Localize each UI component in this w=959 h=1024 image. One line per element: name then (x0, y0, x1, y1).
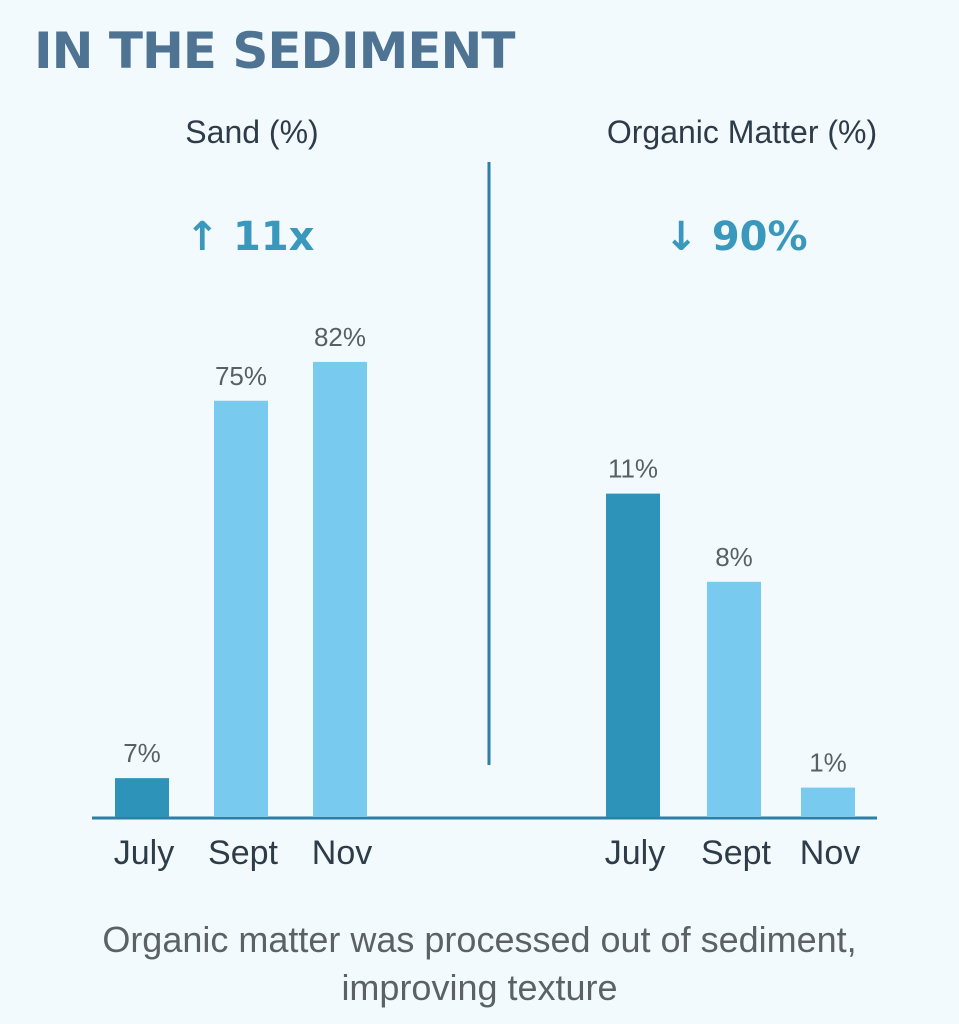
bar-organic-july (606, 493, 660, 817)
bar-sand-sept (214, 400, 268, 817)
category-label-sand-july: July (114, 834, 174, 872)
category-label-sand-sept: Sept (208, 834, 278, 872)
value-label-sand-nov: 82% (314, 322, 366, 352)
value-label-sand-sept: 75% (215, 361, 267, 391)
panel-title-sand: Sand (%) (185, 114, 318, 150)
value-label-organic-sept: 8% (715, 542, 753, 572)
change-badge-sand: ↑ 11x (186, 214, 315, 260)
caption: Organic matter was processed out of sedi… (0, 916, 959, 1012)
category-label-organic-july: July (605, 834, 665, 872)
page-title: IN THE SEDIMENT (34, 22, 516, 80)
category-label-sand-nov: Nov (312, 834, 372, 872)
value-label-organic-july: 11% (608, 454, 658, 484)
value-label-organic-nov: 1% (809, 748, 847, 778)
change-badge-organic: ↓ 90% (664, 214, 807, 260)
panel-title-organic: Organic Matter (%) (607, 114, 877, 150)
bar-group: 7% July 75% Sept 82% Nov 11% July 8% Sept 1% Nov (114, 322, 860, 872)
category-label-organic-nov: Nov (800, 834, 860, 872)
caption-line-1: Organic matter was processed out of sedi… (102, 919, 857, 960)
caption-line-2: improving texture (341, 967, 618, 1008)
value-label-sand-july: 7% (123, 738, 161, 768)
bar-sand-nov (313, 361, 367, 817)
bar-organic-nov (801, 787, 855, 817)
category-label-organic-sept: Sept (701, 834, 771, 872)
bar-sand-july (115, 778, 169, 817)
bar-organic-sept (707, 581, 761, 817)
